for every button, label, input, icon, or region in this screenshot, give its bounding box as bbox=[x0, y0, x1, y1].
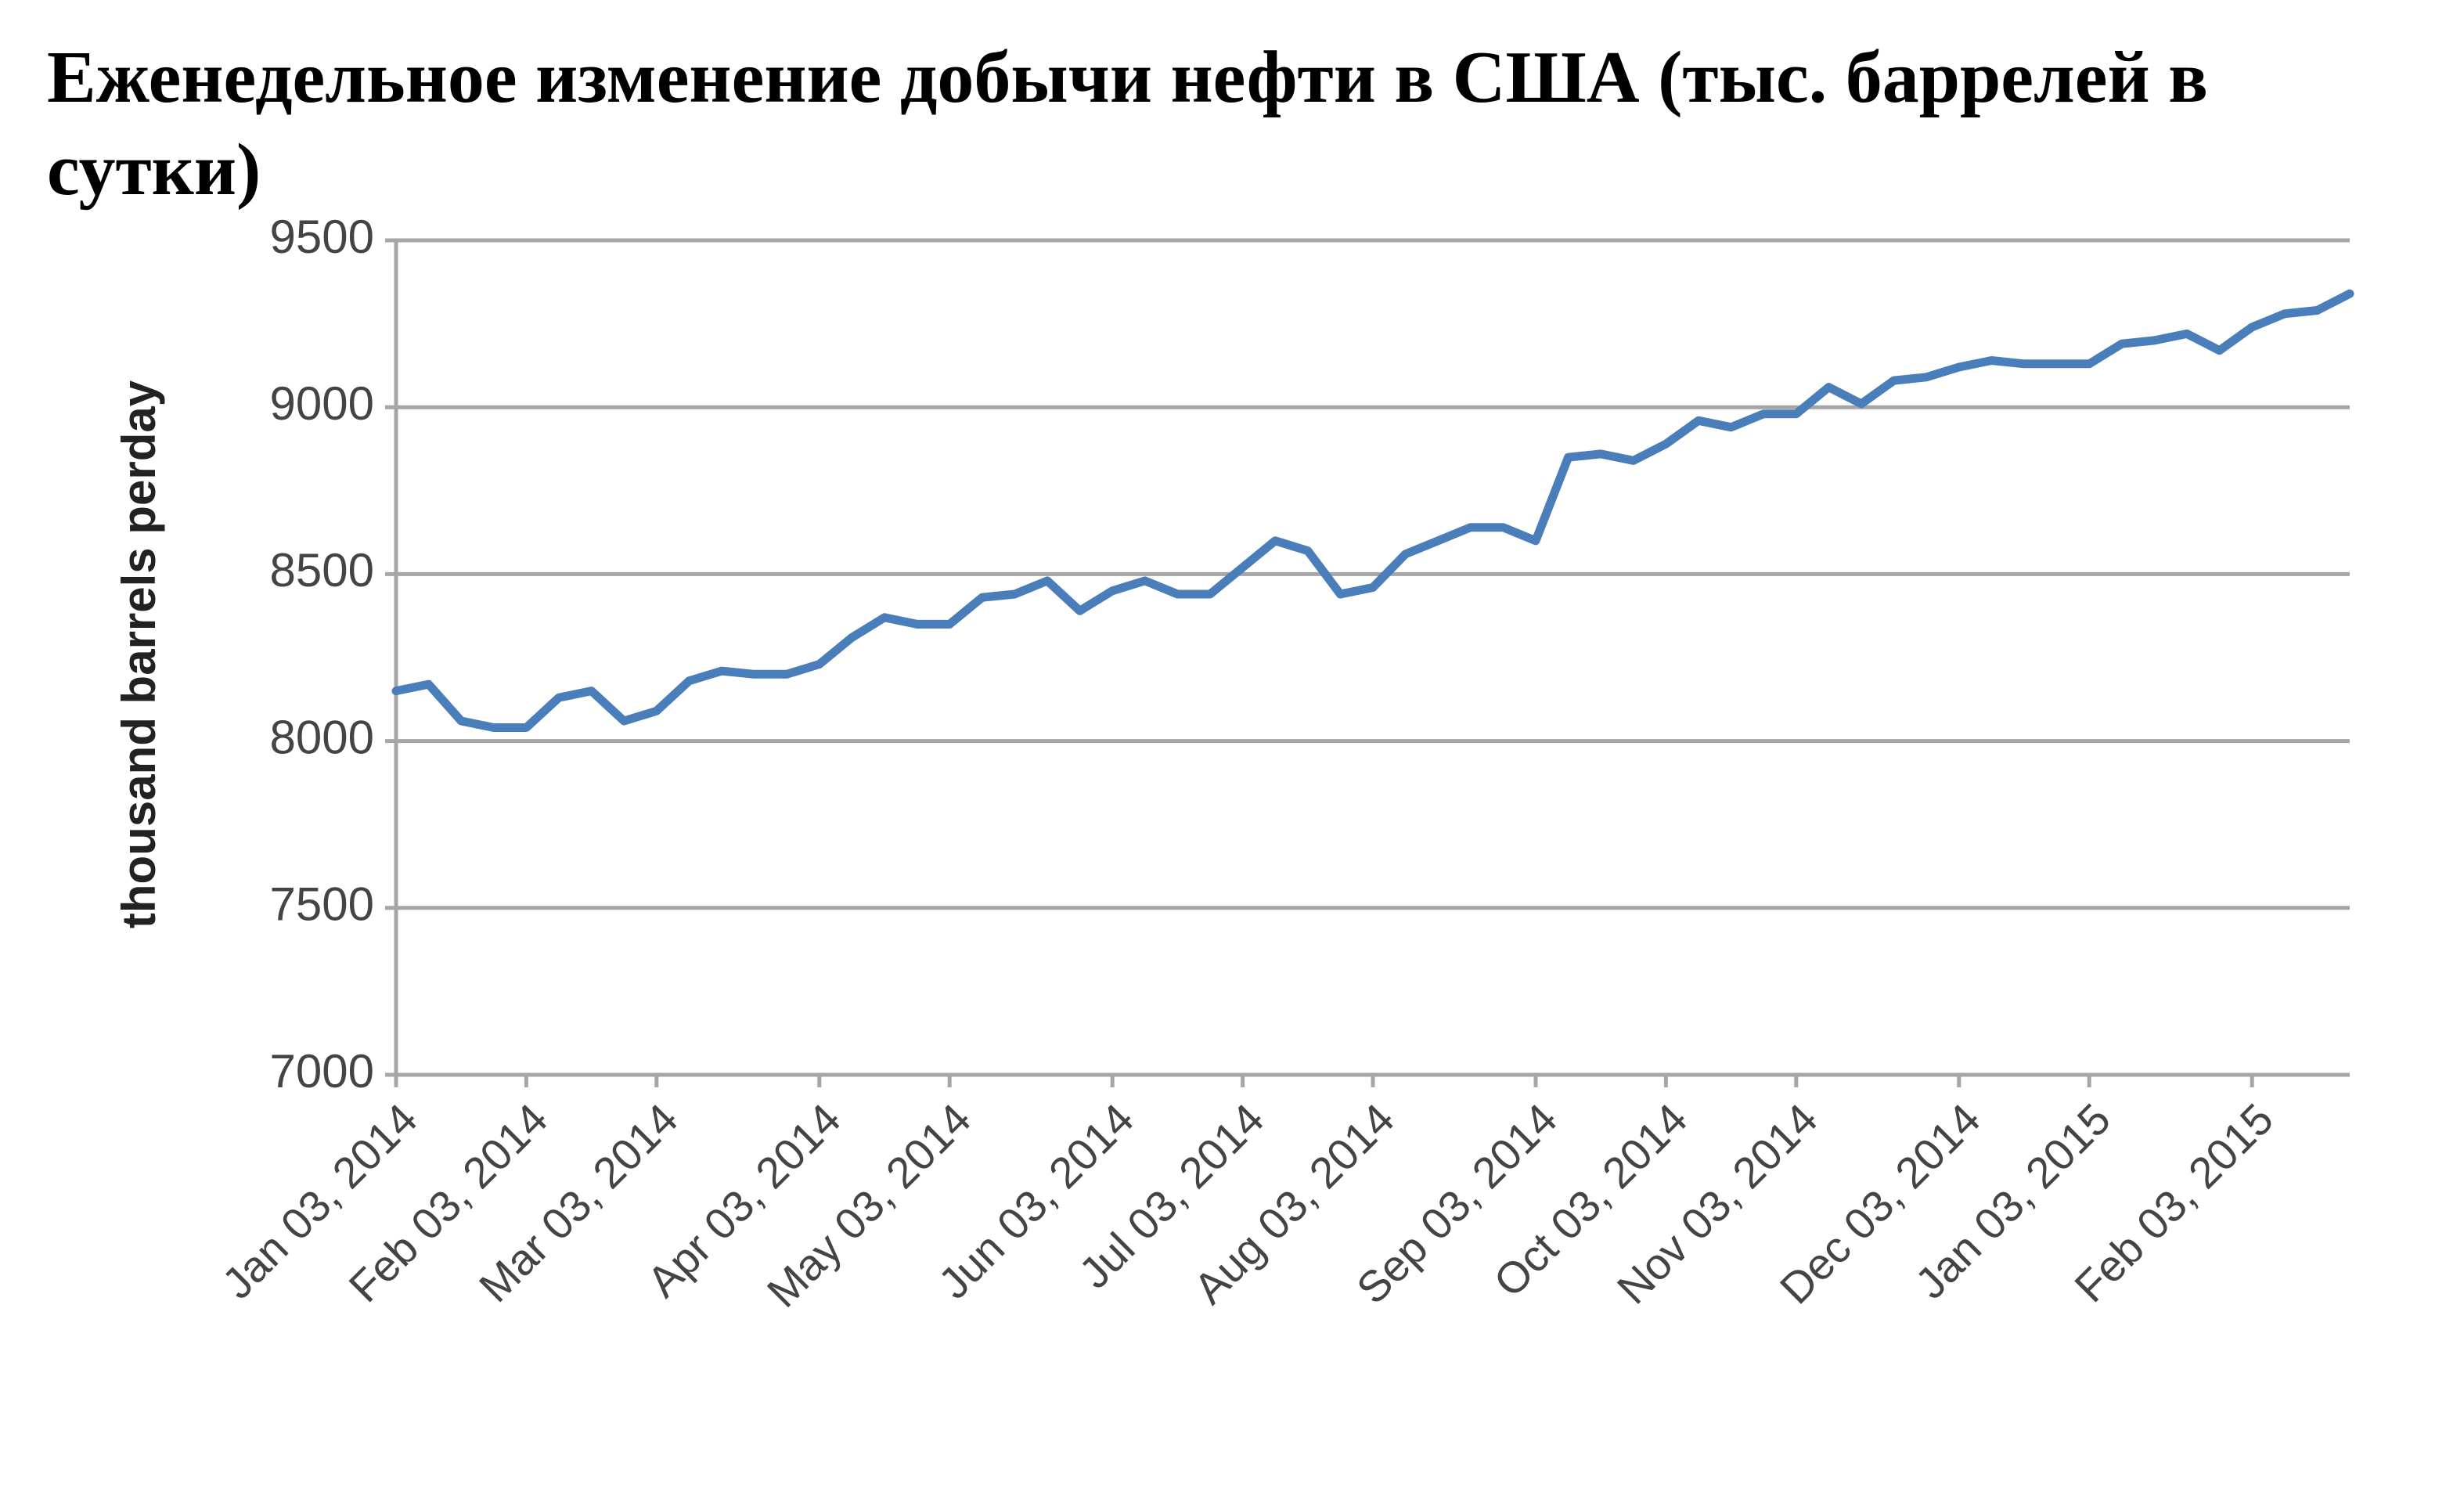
y-tick-label: 7000 bbox=[270, 1045, 374, 1098]
y-tick-label: 8000 bbox=[270, 711, 374, 763]
chart-title: Еженедельное изменение добычи нефти в СШ… bbox=[47, 37, 2208, 211]
y-tick-label: 8500 bbox=[270, 544, 374, 597]
y-tick-label: 7500 bbox=[270, 878, 374, 931]
y-tick-label: 9000 bbox=[270, 377, 374, 430]
y-axis-label: thousand barrels perday bbox=[113, 380, 165, 928]
data-line bbox=[391, 289, 2354, 732]
y-tick-label: 9500 bbox=[270, 211, 374, 263]
